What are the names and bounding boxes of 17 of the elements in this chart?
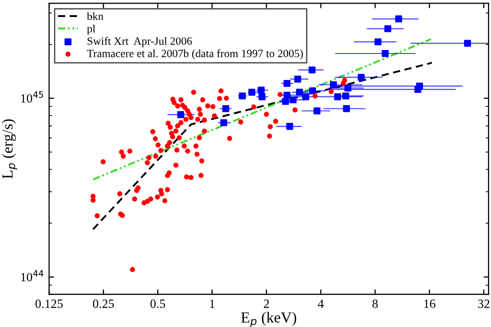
x-tick-label: 0.5: [150, 300, 166, 308]
x-tick-label: 32: [478, 300, 490, 308]
x-tick-label: 0.125: [36, 300, 63, 308]
x-tick-label: 4: [318, 300, 324, 308]
y-axis-title: L$_{p}$ (erg/s): [2, 119, 18, 179]
x-axis-title: E$_{p}$ (keV): [241, 312, 296, 327]
x-tick-label: 16: [424, 300, 436, 308]
legend-label: bkn: [86, 12, 104, 20]
x-tick-label: 0.25: [92, 300, 114, 308]
y-tick-label: 10$^{45}$: [21, 91, 44, 103]
x-tick-label: 2: [264, 300, 269, 308]
legend-label: Swift Xrt Apr-Jul 2006: [88, 36, 192, 48]
legend-label: Tramacere et al. 2007b (data from 1997 to 2005): [87, 49, 303, 60]
legend-label: pl: [87, 24, 96, 35]
x-tick-label: 1: [210, 300, 214, 308]
y-tick-label: 10$^{44}$: [21, 270, 44, 282]
x-tick-label: 8: [372, 300, 378, 308]
